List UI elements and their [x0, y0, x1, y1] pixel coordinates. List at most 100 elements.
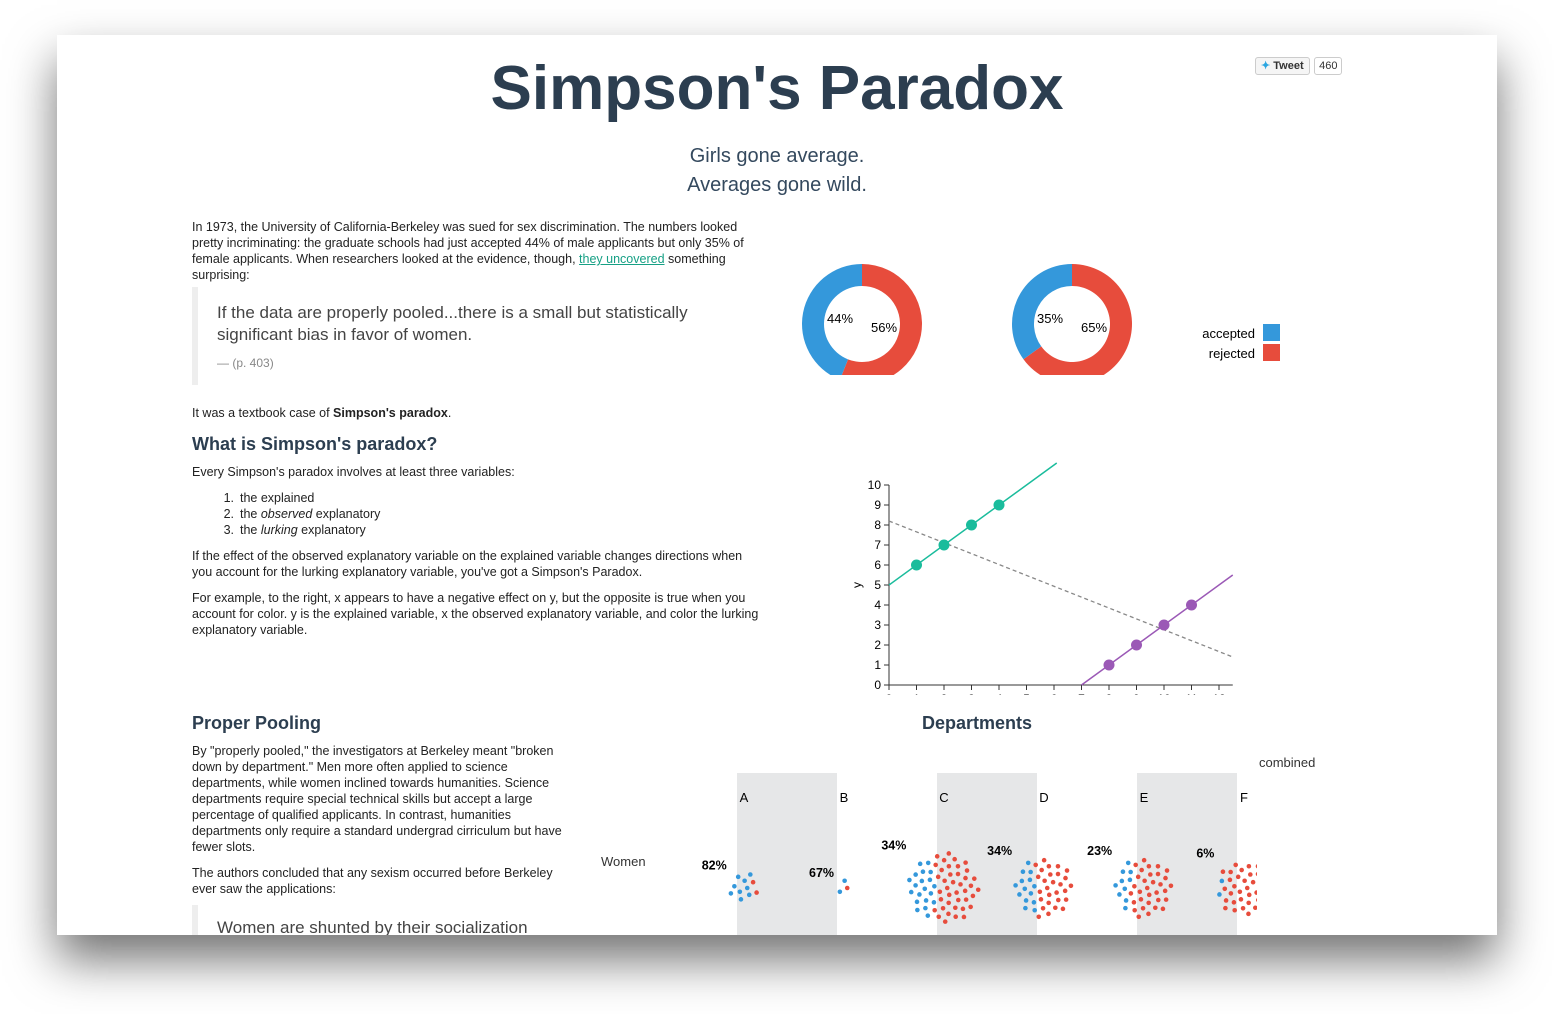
- rejected-dot: [1155, 863, 1161, 869]
- rejected-dot: [1063, 897, 1069, 902]
- tweet-widget[interactable]: ✦ Tweet 460: [1255, 56, 1343, 75]
- rejected-dot: [1055, 863, 1061, 869]
- x-tick-label: 9: [1133, 692, 1140, 695]
- rejected-dot: [1246, 892, 1252, 898]
- accepted-dot: [744, 885, 750, 891]
- accepted-dot: [928, 869, 933, 875]
- accepted-dot: [925, 860, 931, 866]
- y-tick-label: 9: [874, 498, 881, 512]
- accepted-dot: [1119, 878, 1125, 884]
- scatter-chart: 0123456789101112012345678910xy: [850, 462, 1234, 695]
- rejected-dot: [1255, 864, 1257, 869]
- rejected-dot: [1063, 875, 1068, 881]
- accepted-dot: [1032, 907, 1037, 913]
- accepted-dot: [737, 889, 743, 895]
- accepted-dot: [928, 891, 934, 896]
- rejected-dot: [940, 905, 946, 911]
- rejected-dot: [1223, 905, 1228, 911]
- variables-list: 1. the explained 2. the observed explanator…: [212, 490, 784, 538]
- y-tick-label: 10: [868, 478, 882, 492]
- rejected-dot: [963, 860, 968, 865]
- rejected-dot: [1058, 882, 1063, 887]
- rejected-dot: [962, 888, 968, 894]
- rejected-dot: [1039, 867, 1044, 873]
- accepted-dot: [1023, 898, 1029, 903]
- rejected-dot: [1235, 874, 1241, 880]
- accepted-dot: [927, 877, 933, 883]
- x-tick-label: 8: [1106, 692, 1113, 695]
- rejected-dot: [1228, 891, 1234, 896]
- rejected-dot: [955, 897, 961, 903]
- department-dots: A 82% B 67% C 34% D 34% E 23% F 6%: [702, 790, 1257, 924]
- rejected-dot: [1053, 905, 1058, 911]
- x-tick-label: 11: [1185, 692, 1198, 695]
- rejected-dot: [958, 882, 963, 887]
- accepted-dot: [1013, 883, 1018, 888]
- purple-point: [1131, 639, 1142, 651]
- rejected-dot: [938, 897, 944, 902]
- rejected-dot: [953, 905, 958, 911]
- rejected-dot: [1238, 897, 1244, 902]
- tweet-button[interactable]: ✦ Tweet: [1255, 57, 1310, 75]
- accepted-dot: [1023, 905, 1028, 911]
- subtitle-2: Averages gone wild.: [687, 174, 867, 196]
- donut-rejected-arc: [1023, 264, 1132, 375]
- authors-text: The authors concluded that any sexism oc…: [192, 866, 553, 896]
- rejected-dot: [1046, 863, 1052, 869]
- rejected-dot: [975, 887, 981, 893]
- x-tick-label: 1: [913, 692, 920, 695]
- legend-label: accepted: [1202, 326, 1255, 341]
- rejected-dot: [953, 914, 959, 920]
- accepted-dot: [1017, 892, 1022, 897]
- legend-swatch: [1263, 324, 1280, 341]
- rejected-dot: [1148, 872, 1153, 877]
- textbook-line: It was a textbook case of Simpson's para…: [192, 406, 452, 420]
- accepted-dot: [837, 889, 843, 895]
- accepted-dot: [923, 898, 929, 903]
- accepted-dot: [914, 899, 920, 905]
- rejected-dot: [1046, 892, 1052, 898]
- rejected-dot: [942, 878, 947, 884]
- rejected-dot: [1062, 888, 1068, 894]
- rejected-dot: [1248, 872, 1253, 877]
- rejected-dot: [1253, 905, 1257, 911]
- accepted-dot: [1032, 884, 1037, 889]
- departments-title: Departments: [921, 713, 1033, 733]
- rejected-dot: [946, 851, 952, 856]
- accepted-dot: [1022, 886, 1028, 892]
- every-text: Every Simpson's paradox involves at leas…: [192, 465, 515, 479]
- quote-cite: — (p. 403): [217, 356, 274, 370]
- donut-rejected-label: 56%: [871, 320, 897, 335]
- rejected-dot: [1250, 879, 1256, 885]
- rejected-dot: [954, 890, 959, 895]
- donut-rejected-label: 65%: [1081, 320, 1107, 335]
- x-tick-label: 3: [968, 692, 975, 695]
- band-b: [737, 773, 837, 935]
- they-uncovered-link[interactable]: they uncovered: [579, 252, 665, 266]
- rejected-dot: [963, 875, 968, 881]
- accepted-dot: [920, 869, 926, 874]
- subtitle-1: Girls gone average.: [689, 145, 865, 167]
- rejected-dot: [1044, 885, 1050, 891]
- tweet-count: 460: [1314, 57, 1343, 75]
- accepted-dot: [735, 874, 741, 880]
- x-tick-label: 6: [1051, 692, 1058, 695]
- x-tick-label: 0: [886, 692, 893, 695]
- y-tick-label: 8: [874, 518, 881, 532]
- list-item: 1. the explained: [223, 491, 315, 505]
- acceptance-percent: 82%: [702, 859, 727, 873]
- rejected-dot: [1141, 857, 1147, 863]
- accepted-dot: [732, 884, 737, 889]
- rejected-dot: [1150, 879, 1156, 885]
- accepted-dot: [746, 892, 752, 898]
- rejected-dot: [970, 893, 976, 899]
- rejected-dot: [1228, 869, 1233, 875]
- quote-text: If the data are properly pooled...there …: [217, 303, 688, 344]
- donut-charts: 56%44%men65%35%womenacceptedrejected: [802, 264, 1280, 375]
- x-tick-label: 7: [1078, 692, 1085, 695]
- rejected-dot: [1233, 862, 1238, 868]
- accepted-dot: [728, 891, 734, 896]
- rejected-dot: [1222, 886, 1228, 892]
- page: Simpson's Paradox ✦ Tweet 460 Girls gone…: [57, 35, 1497, 935]
- y-tick-label: 4: [874, 598, 881, 612]
